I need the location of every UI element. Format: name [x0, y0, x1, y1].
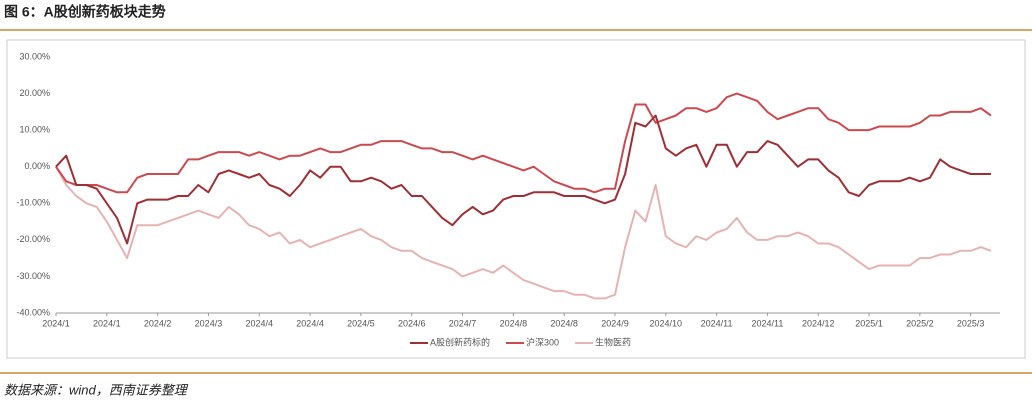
x-tick-label: 2024/3 [195, 318, 223, 328]
y-tick-label: -10.00% [16, 198, 50, 208]
x-tick-label: 2024/6 [398, 318, 426, 328]
x-tick-label: 2025/3 [957, 318, 985, 328]
series-line [55, 114, 991, 245]
series-line [55, 92, 992, 194]
x-tick-label: 2024/1 [42, 318, 70, 328]
x-tick-label: 2024/1 [93, 318, 121, 328]
y-tick-label: 10.00% [19, 125, 50, 135]
plot: -40.00% -30.00% -20.00% -10.00% 0.00% 10.00% 2… [16, 51, 1000, 347]
x-tick-label: 2024/8 [500, 318, 528, 328]
x-tick-label: 2024/12 [802, 318, 835, 328]
y-tick-label: 0.00% [24, 161, 50, 171]
x-tick-label: 2025/1 [855, 318, 883, 328]
figure-title: 图 6：A股创新药板块走势 [4, 4, 166, 20]
y-tick-label: -30.00% [16, 271, 50, 281]
legend-label: 生物医药 [595, 336, 631, 347]
x-tick-label: 2024/10 [650, 318, 683, 328]
y-tick-label: -40.00% [16, 307, 50, 317]
source: 数据来源：wind，西南证券整理 [4, 382, 189, 397]
x-tick-label: 2024/4 [245, 318, 273, 328]
x-tick-label: 2024/9 [601, 318, 629, 328]
x-tick-label: 2024/7 [449, 318, 477, 328]
legend-label: A股创新药标的 [430, 336, 490, 347]
chart-frame [6, 39, 1026, 359]
x-tick-label: 2024/8 [550, 318, 578, 328]
y-tick-label: 30.00% [19, 51, 50, 61]
x-tick-label: 2024/5 [347, 318, 375, 328]
y-tick-label: 20.00% [19, 88, 50, 98]
legend-label: 沪深300 [526, 336, 559, 347]
x-tick-label: 2024/2 [144, 318, 172, 328]
y-tick-label: -20.00% [16, 234, 50, 244]
x-tick-label: 2025/2 [906, 318, 934, 328]
x-tick-label: 2024/11 [751, 318, 783, 328]
x-tick-label: 2024/11 [701, 318, 733, 328]
series-line [55, 166, 992, 300]
x-tick-label: 2024/4 [296, 318, 324, 328]
